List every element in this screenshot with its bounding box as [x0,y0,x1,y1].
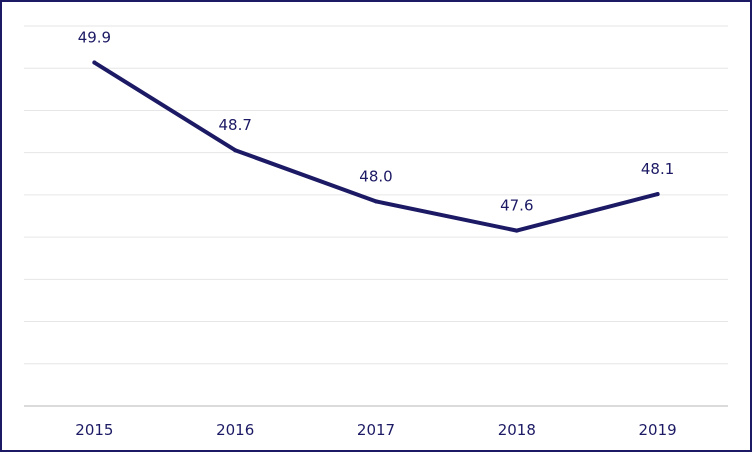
x-tick-label: 2017 [357,421,395,439]
data-label: 49.9 [78,29,111,47]
x-tick-label: 2019 [639,421,677,439]
data-point [374,199,378,204]
data-label: 48.1 [641,160,674,178]
x-tick-label: 2015 [75,421,113,439]
data-point [92,60,97,65]
data-label: 48.0 [359,167,392,185]
data-label: 48.7 [218,116,251,134]
data-label: 47.6 [500,197,533,215]
x-tick-label: 2016 [216,421,254,439]
x-axis-ticks: 2015 2016 2017 2018 2019 [75,421,676,439]
gridlines [24,25,728,365]
series-line [92,60,660,233]
data-point [655,192,660,197]
data-point [233,148,238,153]
x-tick-label: 2018 [498,421,536,439]
data-point [514,228,519,233]
